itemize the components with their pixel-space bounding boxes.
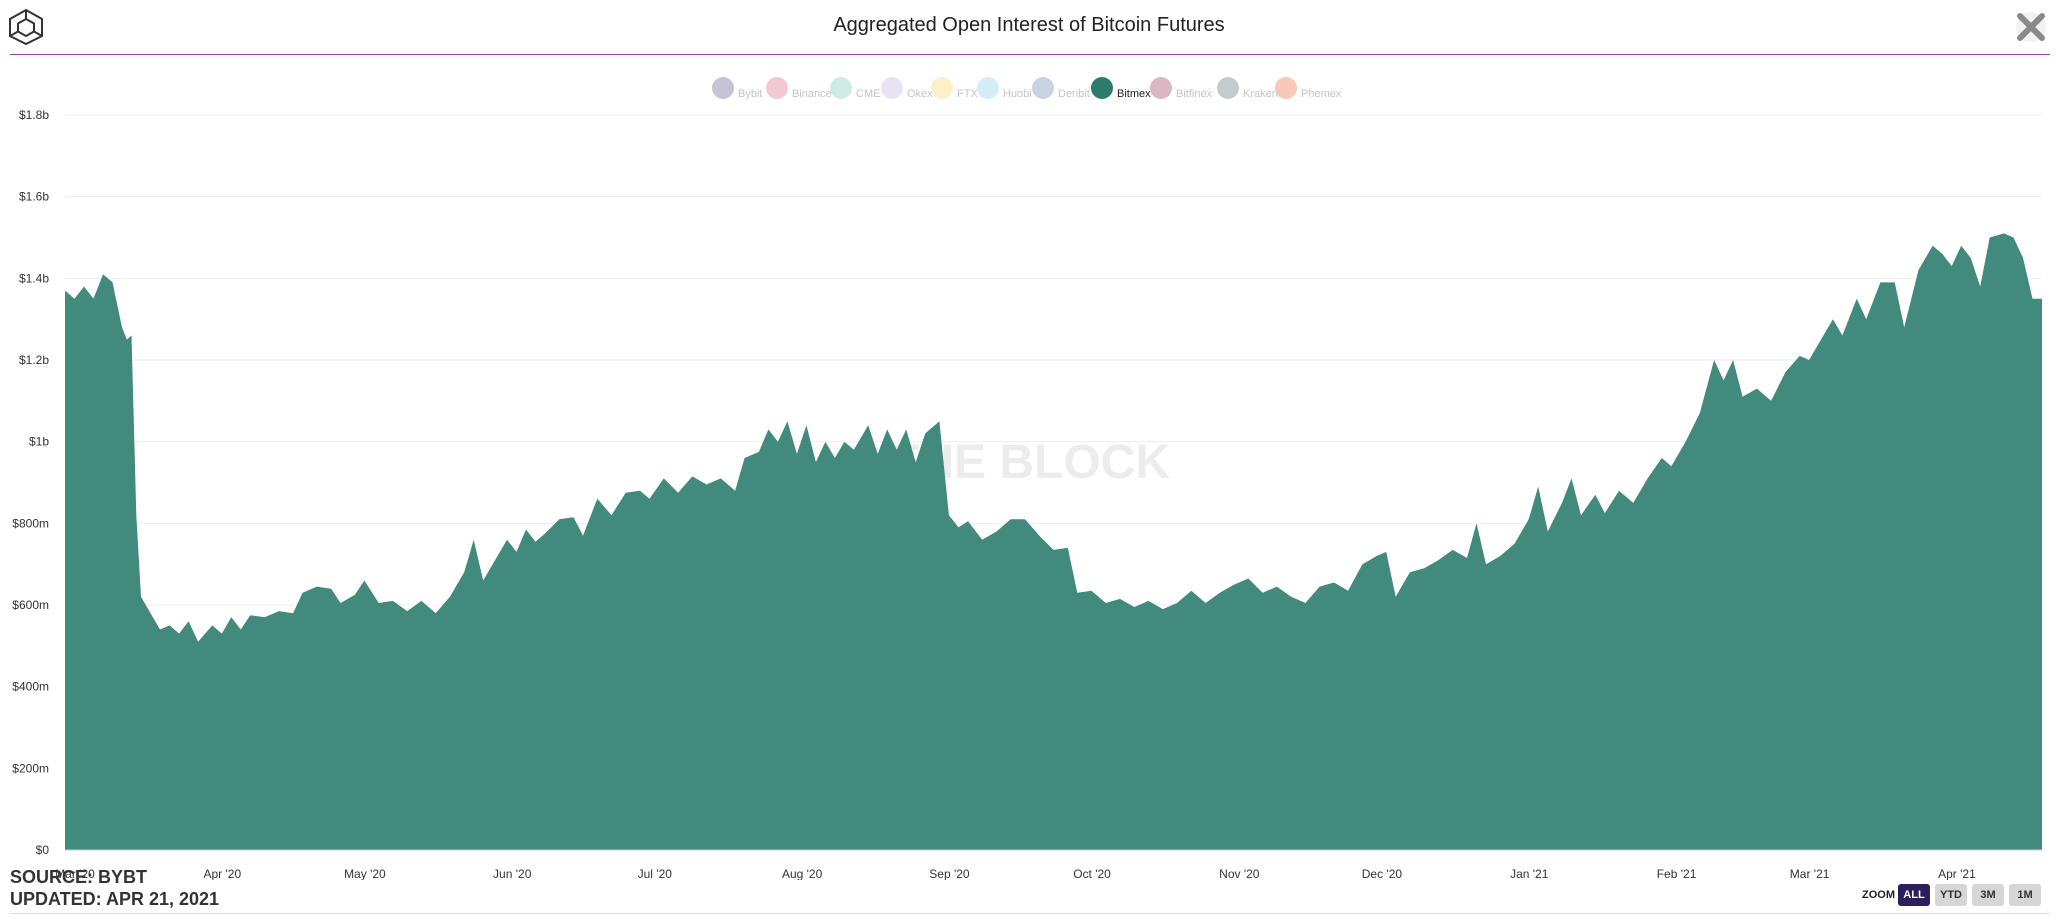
close-icon[interactable]: [2014, 10, 2048, 44]
legend-label: Okex: [907, 88, 933, 100]
legend-swatch: [830, 77, 852, 99]
legend-swatch: [712, 77, 734, 99]
legend-label: Bybit: [738, 88, 763, 100]
x-tick-label: Jan '21: [1510, 867, 1549, 880]
x-tick-label: May '20: [344, 867, 386, 880]
x-tick-label: Dec '20: [1362, 867, 1403, 880]
legend-swatch: [1217, 77, 1239, 99]
y-tick-label: $1.2b: [19, 353, 49, 367]
x-tick-label: Jun '20: [493, 867, 532, 880]
chart-title: Aggregated Open Interest of Bitcoin Futu…: [833, 14, 1225, 36]
legend-label: Binance: [792, 88, 832, 100]
y-tick-label: $1.8b: [19, 108, 49, 122]
legend-swatch: [1091, 77, 1113, 99]
y-tick-label: $1.4b: [19, 271, 49, 285]
y-tick-label: $1.6b: [19, 190, 49, 204]
x-tick-label: Aug '20: [782, 867, 823, 880]
zoom-label: ZOOM: [1862, 889, 1895, 901]
x-tick-label: Mar '21: [1790, 867, 1830, 880]
legend-label: Huobi: [1003, 88, 1032, 100]
legend-swatch: [1150, 77, 1172, 99]
legend-label: Bitmex: [1117, 88, 1151, 100]
legend-swatch: [1275, 77, 1297, 99]
zoom-button-1m[interactable]: 1M: [2009, 884, 2041, 906]
series-area-bitmex[interactable]: [65, 233, 2042, 850]
legend-swatch: [931, 77, 953, 99]
legend-swatch: [1032, 77, 1054, 99]
legend-swatch: [977, 77, 999, 99]
y-tick-label: $800m: [12, 516, 49, 530]
x-tick-label: Apr '21: [1938, 867, 1976, 880]
x-tick-label: Nov '20: [1219, 867, 1260, 880]
x-axis-ticks: Mar '20 Apr '20 May '20 Jun '20 Jul '20 Aug '…: [55, 867, 1976, 880]
footer-source-text: SOURCE: BYBT UPDATED: APR 21, 2021: [10, 866, 219, 910]
zoom-button-3m[interactable]: 3M: [1972, 884, 2004, 906]
updated-label: UPDATED: APR 21, 2021: [10, 889, 220, 909]
legend-label: Deribit: [1058, 88, 1090, 100]
y-tick-label: $0: [36, 843, 50, 857]
header-divider: [10, 54, 2050, 55]
x-tick-label: Apr '20: [203, 867, 241, 880]
y-axis-ticks: $0 $200m $400m $600m $800m $1b $1.2b $1.4b $1.6b…: [12, 108, 49, 857]
x-tick-label: Sep '20: [929, 867, 970, 880]
the-block-logo-icon[interactable]: [8, 8, 44, 46]
x-tick-label: Feb '21: [1657, 867, 1697, 880]
source-label: SOURCE: BYBT: [10, 867, 148, 887]
legend-label: Phemex: [1301, 88, 1342, 100]
legend-swatch: [766, 77, 788, 99]
y-tick-label: $600m: [12, 598, 49, 612]
legend-label: Bitfinex: [1176, 88, 1213, 100]
legend-swatch: [881, 77, 903, 99]
legend-label: FTX: [957, 88, 978, 100]
y-tick-label: $1b: [29, 435, 49, 449]
footer-divider: [10, 913, 2050, 914]
zoom-button-all[interactable]: ALL: [1898, 884, 1930, 906]
zoom-button-ytd[interactable]: YTD: [1935, 884, 1967, 906]
legend-label: CME: [856, 88, 881, 100]
x-tick-label: Jul '20: [638, 867, 673, 880]
chart-legend: Bybit Binance CME Okex FTX Huobi Deribit Bitmex…: [0, 76, 2058, 102]
chart-plot: THE BLOCK $0$200m$400m$600m$800m$1b$1.2b…: [12, 108, 2042, 880]
y-tick-label: $200m: [12, 761, 49, 775]
legend-label: Kraken: [1243, 88, 1278, 100]
x-tick-label: Mar '20: [55, 867, 95, 880]
series-area-layer: [65, 233, 2042, 851]
y-tick-label: $400m: [12, 680, 49, 694]
x-tick-label: Oct '20: [1073, 867, 1111, 880]
